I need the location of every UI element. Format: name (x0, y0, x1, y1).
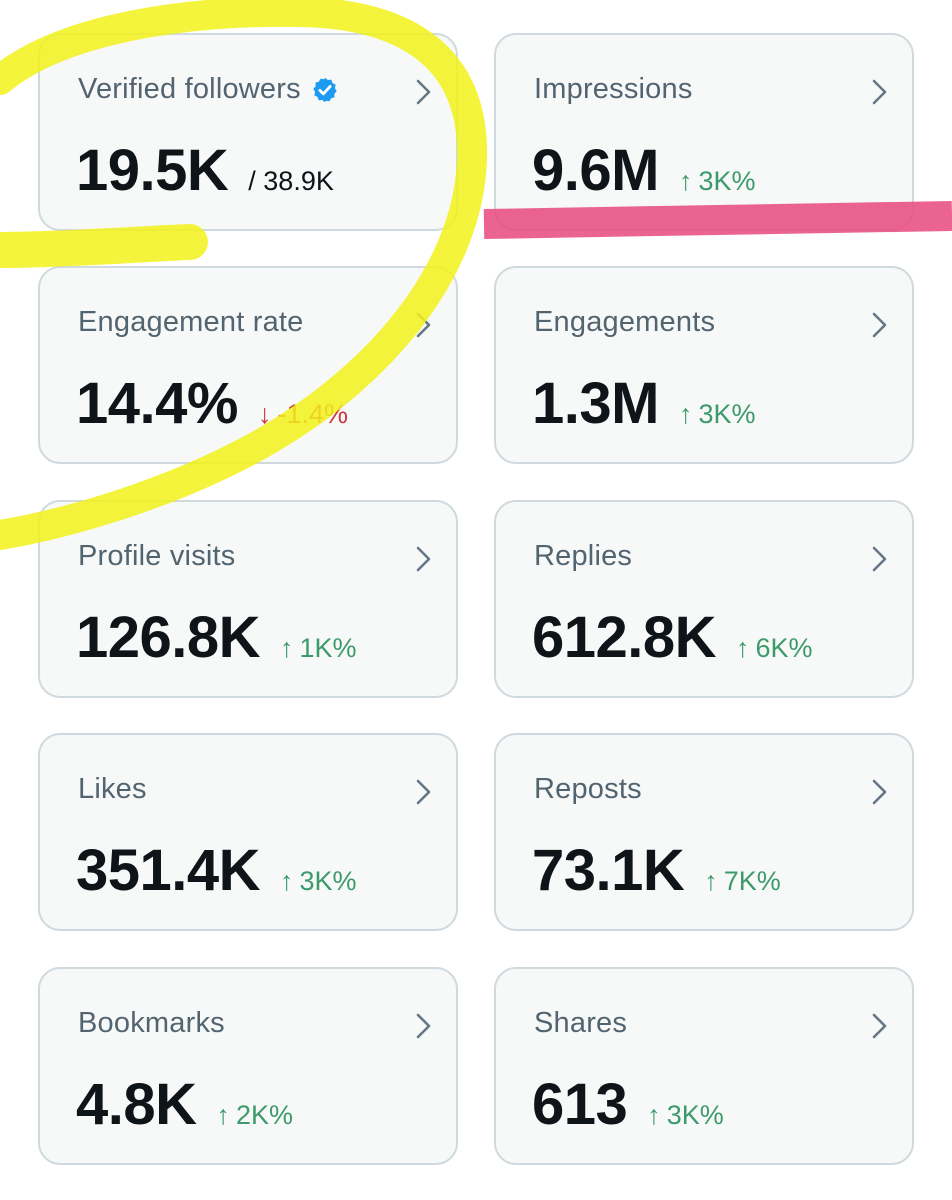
metric-change: ↓ -1.4% (257, 399, 349, 429)
card-engagement-rate[interactable]: Engagement rate 14.4% ↓ -1.4% (38, 266, 458, 464)
metric-change: ↑ 3K% (678, 399, 756, 429)
arrow-up-icon: ↑ (647, 1100, 661, 1130)
chevron-right-icon (416, 779, 431, 805)
metric-change: ↑ 1K% (280, 633, 357, 663)
metric-value: 14.4% (76, 371, 238, 436)
metric-value: 126.8K (76, 605, 261, 670)
metric-value: 73.1K (532, 838, 685, 903)
metric-change: ↑ 2K% (216, 1100, 294, 1130)
metric-value: 4.8K (76, 1072, 197, 1137)
card-verified-followers[interactable]: Verified followers 19.5K / 38.9K (38, 33, 458, 231)
metric-value: 351.4K (76, 838, 261, 903)
arrow-up-icon: ↑ (678, 166, 693, 196)
metric-change: ↑ 3K% (280, 866, 357, 896)
metric-value: 1.3M (532, 371, 659, 436)
card-label: Replies (534, 540, 633, 572)
chevron-right-icon (872, 312, 887, 338)
arrow-up-icon: ↑ (704, 866, 718, 896)
arrow-up-icon: ↑ (216, 1100, 231, 1130)
arrow-up-icon: ↑ (280, 633, 294, 663)
chevron-right-icon (872, 546, 887, 572)
card-label: Engagement rate (78, 306, 304, 338)
metric-change: ↑ 3K% (647, 1100, 724, 1130)
metric-value: 613 (532, 1072, 628, 1137)
card-reposts[interactable]: Reposts 73.1K ↑ 7K% (494, 733, 914, 931)
chevron-right-icon (416, 312, 431, 338)
card-replies[interactable]: Replies 612.8K ↑ 6K% (494, 500, 914, 698)
card-label: Verified followers (78, 73, 339, 106)
metric-value: 9.6M (532, 138, 659, 203)
card-label: Bookmarks (78, 1007, 225, 1039)
metric-value: 19.5K (76, 138, 229, 203)
metric-change: ↑ 6K% (736, 633, 813, 663)
chevron-right-icon (872, 1013, 887, 1039)
metric-change: ↑ 7K% (704, 866, 781, 896)
card-bookmarks[interactable]: Bookmarks 4.8K ↑ 2K% (38, 967, 458, 1165)
card-label: Profile visits (78, 540, 236, 572)
card-impressions[interactable]: Impressions 9.6M ↑ 3K% (494, 33, 914, 231)
chevron-right-icon (872, 79, 887, 105)
verified-badge-icon (313, 77, 337, 102)
chevron-right-icon (416, 546, 431, 572)
chevron-right-icon (416, 1013, 431, 1039)
card-label: Shares (534, 1007, 628, 1039)
card-likes[interactable]: Likes 351.4K ↑ 3K% (38, 733, 458, 931)
metric-value: 612.8K (532, 605, 717, 670)
card-shares[interactable]: Shares 613 ↑ 3K% (494, 967, 914, 1165)
metric-change: ↑ 3K% (678, 166, 756, 196)
arrow-up-icon: ↑ (736, 633, 750, 663)
card-profile-visits[interactable]: Profile visits 126.8K ↑ 1K% (38, 500, 458, 698)
card-engagements[interactable]: Engagements 1.3M ↑ 3K% (494, 266, 914, 464)
chevron-right-icon (872, 779, 887, 805)
card-label: Reposts (534, 773, 642, 805)
arrow-down-icon: ↓ (257, 399, 272, 429)
arrow-up-icon: ↑ (678, 399, 693, 429)
arrow-up-icon: ↑ (280, 866, 294, 896)
card-label: Likes (78, 773, 147, 805)
card-label: Engagements (534, 306, 716, 338)
chevron-right-icon (416, 79, 431, 105)
card-label: Impressions (534, 73, 693, 105)
metric-total: / 38.9K (248, 166, 334, 196)
